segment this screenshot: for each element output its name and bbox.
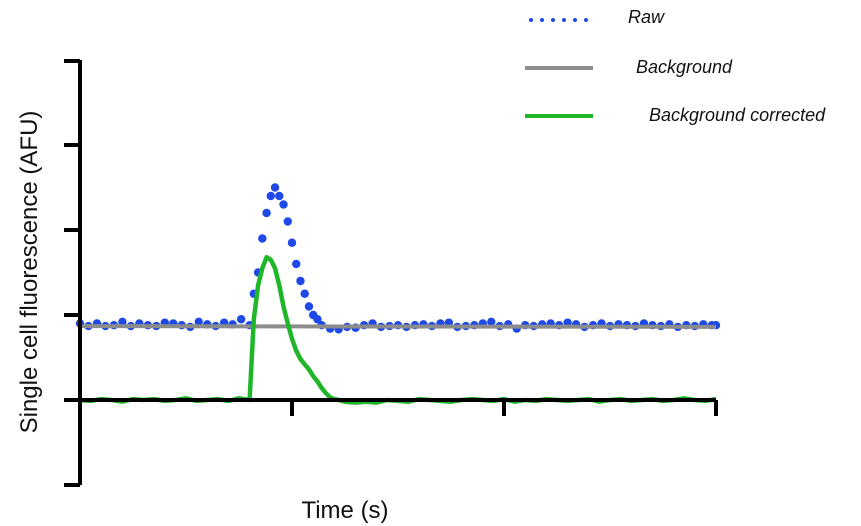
- legend: [525, 18, 593, 118]
- raw-point: [262, 208, 271, 218]
- axes: [64, 59, 718, 487]
- raw-point: [258, 234, 267, 243]
- raw-point: [287, 238, 297, 247]
- legend-label: Background corrected: [649, 105, 826, 125]
- background-corrected-line: [79, 254, 717, 405]
- raw-point: [266, 191, 275, 201]
- raw-point: [300, 289, 309, 298]
- legend-swatch-raw: [584, 18, 588, 22]
- legend-label: Raw: [628, 7, 665, 27]
- raw-point: [283, 217, 292, 226]
- raw-point: [275, 191, 284, 201]
- raw-point: [313, 315, 322, 324]
- x-axis-title: Time (s): [301, 497, 388, 524]
- legend-swatch-raw: [540, 18, 544, 22]
- raw-point: [236, 315, 246, 324]
- legend-swatch-raw: [562, 18, 566, 22]
- raw-point: [194, 317, 203, 326]
- legend-swatch-raw: [551, 18, 555, 22]
- legend-label: Background: [636, 57, 733, 77]
- y-axis-title: Single cell fluorescence (AFU): [16, 111, 43, 434]
- raw-point: [118, 317, 127, 326]
- background-line: [79, 324, 717, 329]
- raw-point: [292, 259, 301, 269]
- raw-point: [270, 183, 280, 192]
- raw-point: [487, 317, 496, 326]
- legend-swatch-raw: [529, 18, 533, 22]
- raw-point: [304, 302, 314, 311]
- raw-point: [296, 276, 305, 286]
- plot-area: [75, 183, 721, 405]
- raw-point: [279, 200, 288, 209]
- legend-swatch-raw: [573, 18, 577, 22]
